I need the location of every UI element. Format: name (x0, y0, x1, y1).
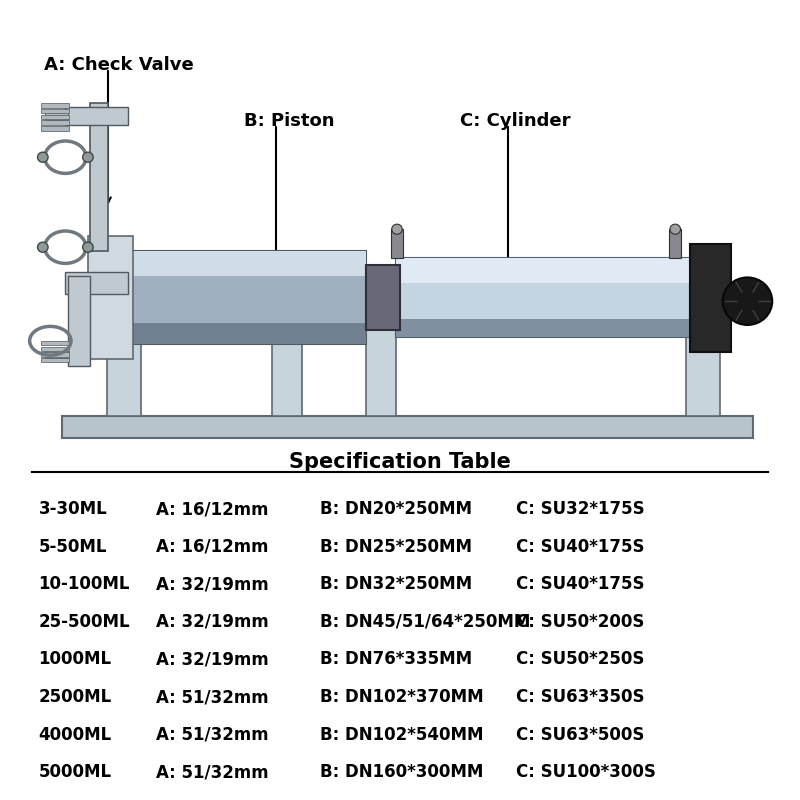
Text: C: SU50*200S: C: SU50*200S (516, 613, 644, 630)
Text: B: DN76*335MM: B: DN76*335MM (320, 650, 472, 668)
Polygon shape (66, 106, 128, 125)
Polygon shape (41, 103, 69, 107)
Text: B: DN102*540MM: B: DN102*540MM (320, 726, 483, 744)
Polygon shape (90, 103, 108, 250)
Polygon shape (41, 114, 69, 119)
Polygon shape (670, 230, 682, 258)
Text: A: Check Valve: A: Check Valve (44, 56, 194, 74)
Circle shape (38, 242, 48, 252)
Text: A: 51/32mm: A: 51/32mm (156, 726, 269, 744)
Polygon shape (45, 112, 68, 121)
Polygon shape (130, 322, 366, 344)
Polygon shape (130, 250, 366, 344)
Polygon shape (62, 416, 754, 438)
Text: A: 51/32mm: A: 51/32mm (156, 763, 269, 781)
Circle shape (82, 152, 93, 162)
Text: B: DN25*250MM: B: DN25*250MM (320, 538, 472, 555)
Text: B: DN102*370MM: B: DN102*370MM (320, 688, 484, 706)
Polygon shape (88, 237, 133, 358)
Polygon shape (686, 305, 720, 416)
Polygon shape (66, 272, 128, 294)
Text: C: SU40*175S: C: SU40*175S (516, 538, 645, 555)
Polygon shape (366, 290, 396, 416)
Polygon shape (45, 112, 68, 121)
Polygon shape (68, 276, 90, 366)
Polygon shape (45, 112, 68, 121)
Polygon shape (106, 305, 141, 416)
Text: 2500ML: 2500ML (38, 688, 112, 706)
Text: 5-50ML: 5-50ML (38, 538, 107, 555)
Text: A: 51/32mm: A: 51/32mm (156, 688, 269, 706)
Text: A: 32/19mm: A: 32/19mm (156, 650, 269, 668)
Text: C: SU32*175S: C: SU32*175S (516, 500, 645, 518)
Text: 10-100ML: 10-100ML (38, 575, 130, 594)
Text: C: SU63*350S: C: SU63*350S (516, 688, 645, 706)
Text: C: Cylinder: C: Cylinder (460, 112, 570, 130)
Polygon shape (45, 350, 68, 358)
Polygon shape (41, 346, 69, 351)
Text: A: 32/19mm: A: 32/19mm (156, 575, 269, 594)
Text: C: SU40*175S: C: SU40*175S (516, 575, 645, 594)
Text: B: Piston: B: Piston (244, 112, 334, 130)
Polygon shape (45, 112, 68, 121)
Circle shape (670, 224, 681, 234)
Text: C: SU100*300S: C: SU100*300S (516, 763, 656, 781)
Polygon shape (45, 350, 68, 358)
Polygon shape (45, 112, 68, 121)
Text: C: SU50*250S: C: SU50*250S (516, 650, 644, 668)
Text: 25-500ML: 25-500ML (38, 613, 130, 630)
Polygon shape (272, 290, 302, 416)
Polygon shape (391, 230, 403, 258)
Text: Specification Table: Specification Table (289, 452, 511, 472)
Circle shape (722, 278, 772, 325)
Circle shape (82, 242, 93, 252)
Text: A: 16/12mm: A: 16/12mm (156, 538, 269, 555)
Polygon shape (366, 266, 400, 330)
Polygon shape (41, 341, 69, 345)
Text: 3-30ML: 3-30ML (38, 500, 107, 518)
Polygon shape (41, 109, 69, 114)
Text: B: DN20*250MM: B: DN20*250MM (320, 500, 472, 518)
Text: B: DN32*250MM: B: DN32*250MM (320, 575, 472, 594)
Polygon shape (396, 319, 690, 338)
Circle shape (38, 152, 48, 162)
Text: C: SU63*500S: C: SU63*500S (516, 726, 644, 744)
Polygon shape (45, 350, 68, 358)
Text: 4000ML: 4000ML (38, 726, 112, 744)
Text: B: DN45/51/64*250MM: B: DN45/51/64*250MM (320, 613, 530, 630)
Text: A: 16/12mm: A: 16/12mm (156, 500, 269, 518)
Polygon shape (130, 250, 366, 276)
Polygon shape (690, 243, 731, 352)
Circle shape (392, 224, 402, 234)
Polygon shape (396, 258, 690, 338)
Polygon shape (396, 258, 690, 283)
Text: A: 32/19mm: A: 32/19mm (156, 613, 269, 630)
Polygon shape (41, 352, 69, 357)
Polygon shape (41, 358, 69, 362)
Polygon shape (41, 126, 69, 130)
Polygon shape (41, 121, 69, 125)
Text: 1000ML: 1000ML (38, 650, 111, 668)
Polygon shape (45, 350, 68, 358)
Text: 5000ML: 5000ML (38, 763, 111, 781)
Text: B: DN160*300MM: B: DN160*300MM (320, 763, 483, 781)
